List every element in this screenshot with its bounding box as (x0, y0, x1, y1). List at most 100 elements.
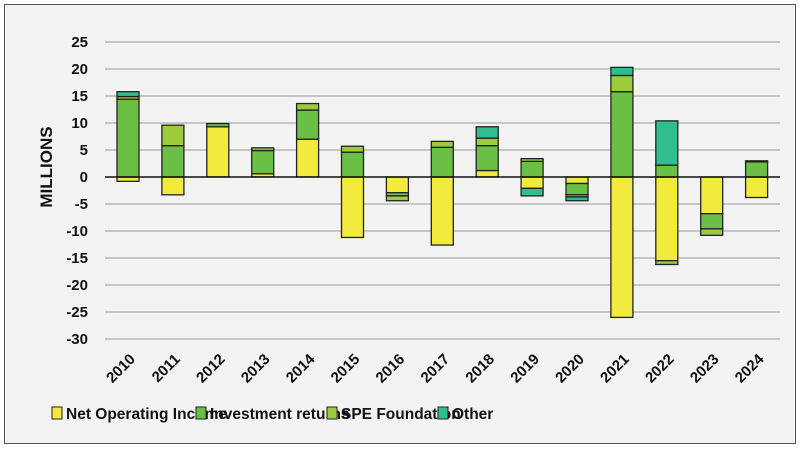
bar-segment-spe-foundation (385, 195, 410, 202)
bar-segment-other (116, 91, 140, 98)
bar-segment-net-operating-income (475, 169, 499, 178)
legend-item: Investment returns (195, 406, 350, 423)
bar-segment-spe-foundation (520, 157, 544, 162)
legend-label: Investment returns (210, 406, 350, 423)
y-tick-label: -20 (66, 277, 88, 294)
y-tick-label: -25 (66, 304, 88, 321)
bar-segment-investment-returns (610, 91, 634, 178)
bar-segment-investment-returns (655, 164, 679, 178)
bar-segment-spe-foundation (655, 260, 679, 266)
legend-swatch (326, 406, 338, 420)
y-tick-label: -10 (66, 223, 88, 240)
y-tick-label: 0 (80, 169, 88, 186)
legend-item: Other (437, 406, 493, 423)
bar-stack-2010 (116, 91, 140, 182)
y-tick-label: -15 (66, 250, 88, 267)
x-tick-label: 2013 (238, 351, 274, 387)
bar-segment-net-operating-income (565, 176, 589, 185)
bar-segment-spe-foundation (161, 124, 185, 147)
bar-stack-2024 (744, 160, 769, 199)
legend-item: SPE Foundation (326, 406, 461, 423)
bar-segment-net-operating-income (430, 176, 454, 246)
bar-segment-net-operating-income (161, 176, 185, 196)
legend-item: Net Operating Income (51, 406, 227, 423)
legend-swatch (195, 406, 207, 420)
bar-segment-other (520, 187, 544, 197)
bar-segment-investment-returns (161, 145, 185, 178)
bar-segment-investment-returns (475, 145, 499, 172)
bar-segment-spe-foundation (700, 228, 724, 236)
legend-swatch (437, 406, 449, 420)
bar-stack-2011 (161, 124, 185, 196)
x-tick-label: 2010 (103, 351, 139, 387)
legend-swatch (51, 406, 63, 420)
bar-stack-2016 (385, 176, 410, 202)
bar-stack-2021 (610, 66, 634, 319)
bar-stack-2020 (565, 176, 589, 202)
bar-stack-2017 (430, 140, 454, 246)
y-tick-label: 20 (71, 61, 88, 78)
x-tick-label: 2016 (373, 351, 409, 387)
y-axis-label: MILLIONS (37, 126, 56, 207)
bar-segment-net-operating-income (744, 176, 769, 199)
y-tick-label: 5 (80, 142, 88, 159)
bar-segment-investment-returns (565, 182, 589, 196)
x-axis-ticks: 2010 2011 2012 2013 2014 2015 2016 2017 2018 2019… (103, 350, 768, 386)
x-tick-label: 2022 (642, 351, 678, 387)
x-tick-label: 2018 (462, 351, 498, 387)
x-tick-label: 2014 (283, 350, 319, 386)
bar-segment-investment-returns (744, 161, 769, 178)
y-tick-label: -30 (66, 331, 88, 348)
bar-segment-other (475, 126, 499, 139)
bar-segment-net-operating-income (385, 176, 410, 194)
bar-segment-net-operating-income (340, 176, 365, 239)
bars (116, 66, 769, 319)
bar-segment-investment-returns (700, 213, 724, 230)
x-tick-label: 2019 (507, 351, 543, 387)
bar-segment-net-operating-income (610, 176, 634, 319)
y-tick-label: 25 (71, 34, 88, 51)
x-tick-label: 2017 (418, 351, 454, 387)
bar-segment-other (610, 66, 634, 77)
bar-segment-other (565, 196, 589, 202)
bar-stack-2022 (655, 120, 679, 266)
bar-stack-2019 (520, 157, 544, 197)
x-tick-label: 2015 (328, 351, 364, 387)
bar-segment-net-operating-income (206, 126, 230, 178)
bar-segment-net-operating-income (655, 176, 679, 262)
y-tick-label: 15 (71, 88, 88, 105)
legend-label: Other (452, 406, 493, 423)
bar-segment-spe-foundation (430, 140, 454, 148)
x-tick-label: 2024 (732, 350, 768, 386)
bar-stack-2018 (475, 126, 499, 178)
bar-segment-investment-returns (340, 151, 365, 178)
legend-label: SPE Foundation (341, 406, 461, 423)
y-tick-label: -5 (75, 196, 88, 213)
bar-segment-spe-foundation (744, 160, 769, 163)
bar-stack-2012 (206, 122, 230, 178)
bar-segment-investment-returns (116, 98, 140, 178)
bar-segment-net-operating-income (520, 176, 544, 189)
bar-segment-investment-returns (520, 160, 544, 178)
bar-stack-2023 (700, 176, 724, 236)
bar-stack-2013 (251, 147, 275, 178)
x-tick-label: 2020 (552, 351, 588, 387)
bar-segment-spe-foundation (251, 147, 275, 152)
bar-segment-investment-returns (295, 109, 320, 140)
bar-segment-investment-returns (251, 149, 275, 175)
bar-segment-investment-returns (206, 122, 230, 128)
bar-segment-net-operating-income (700, 176, 724, 215)
bar-segment-spe-foundation (295, 102, 320, 111)
x-tick-label: 2012 (193, 351, 229, 387)
bar-stack-2015 (340, 145, 365, 239)
bar-segment-investment-returns (430, 146, 454, 178)
bar-stack-2014 (295, 102, 320, 178)
bar-segment-net-operating-income (295, 138, 320, 178)
y-axis-ticks: 25 20 15 10 5 0 -5 -10 -15 -20 -25 -30 (66, 34, 88, 348)
bar-segment-other (655, 120, 679, 166)
x-tick-label: 2023 (687, 351, 723, 387)
x-tick-label: 2021 (597, 351, 633, 387)
bar-segment-spe-foundation (340, 145, 365, 153)
legend-label: Net Operating Income (66, 406, 227, 423)
